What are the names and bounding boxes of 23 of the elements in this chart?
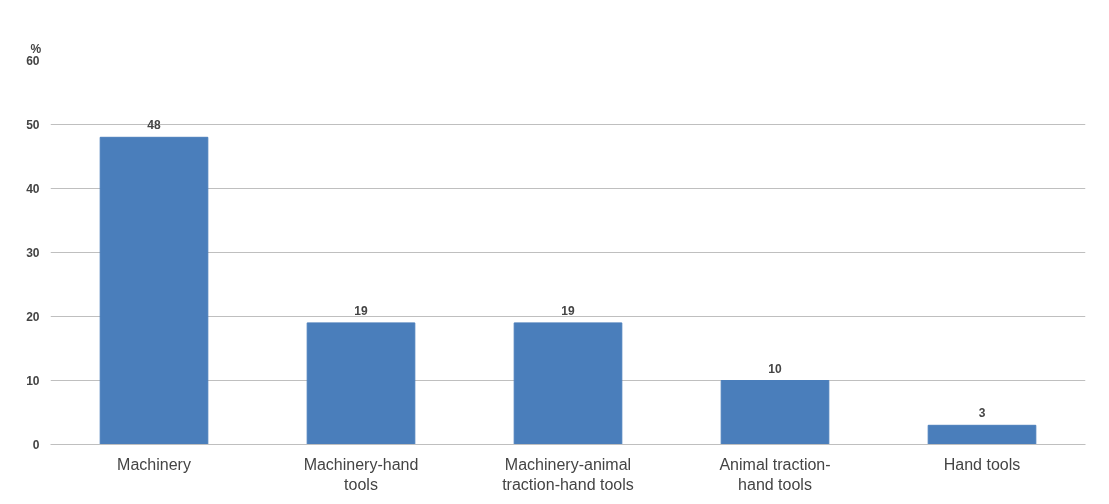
y-tick-label: 0 xyxy=(32,438,40,452)
y-tick-label: 50 xyxy=(26,118,40,132)
data-label: 48 xyxy=(147,118,161,133)
y-tick-label: 40 xyxy=(26,182,40,196)
bar xyxy=(99,136,209,445)
data-label: 19 xyxy=(561,303,575,318)
x-tick-label: Hand tools xyxy=(943,455,1021,473)
x-tick-label: Animal traction-hand tools xyxy=(719,455,831,493)
data-label: 19 xyxy=(354,303,368,318)
bar xyxy=(513,322,623,445)
bar xyxy=(720,380,830,445)
x-tick-label: Machinery-hand tools xyxy=(303,455,419,493)
y-axis-title: % xyxy=(30,41,42,56)
x-tick-label: Machinery xyxy=(117,455,191,473)
y-tick-label: 60 xyxy=(26,54,40,68)
x-tick-label: Machinery-animal traction-hand tools xyxy=(502,455,634,493)
data-label: 3 xyxy=(978,406,986,421)
y-tick-label: 30 xyxy=(26,246,40,260)
bar xyxy=(927,424,1037,445)
y-tick-label: 20 xyxy=(26,310,40,324)
bar xyxy=(306,322,416,445)
data-label: 10 xyxy=(768,361,782,376)
y-tick-label: 10 xyxy=(26,374,40,388)
